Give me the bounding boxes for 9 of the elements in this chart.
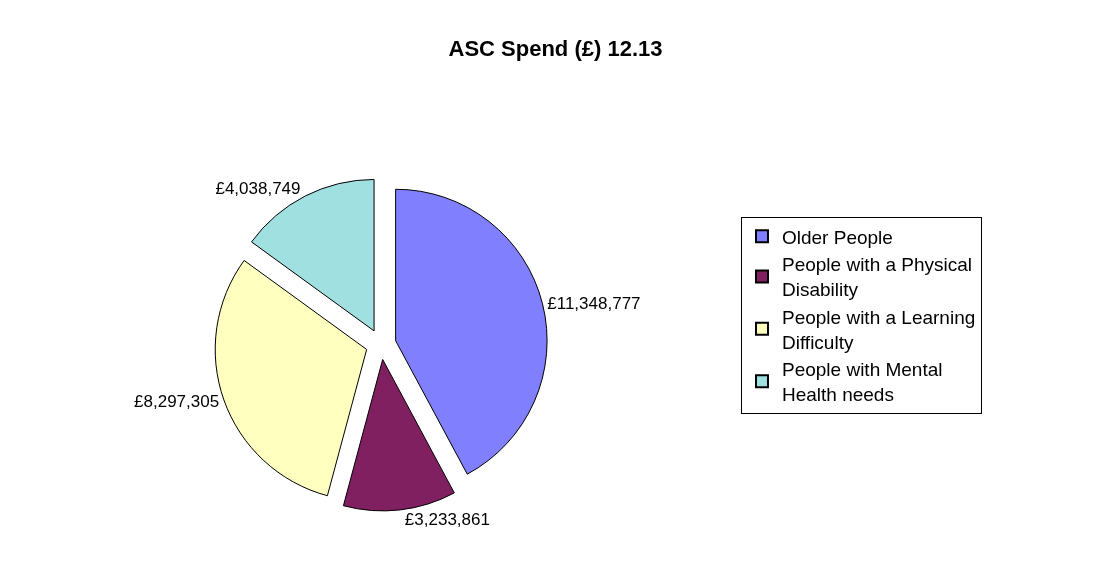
legend-label: People with Mental Health needs: [781, 359, 943, 405]
data-label: £3,233,861: [404, 509, 490, 529]
data-label: £4,038,749: [215, 178, 301, 198]
legend-label: Older People: [781, 226, 893, 248]
data-label: £11,348,777: [547, 293, 641, 313]
legend-label: People with a Learning Difficulty: [781, 306, 976, 353]
data-label: £8,297,305: [134, 391, 220, 411]
legend-label: People with a Physical Disability: [781, 254, 973, 301]
chart-title: ASC Spend (£) 12.13: [448, 36, 663, 61]
